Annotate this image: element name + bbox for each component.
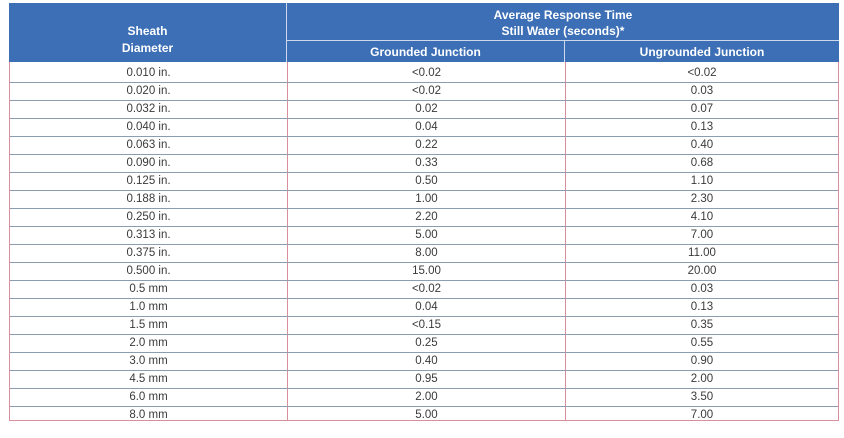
ungrounded-time-cell: 0.07 [690, 103, 714, 115]
table-row: 4.5 mm 0.95 2.00 [10, 371, 838, 389]
table-header: Sheath Diameter Average Response Time St… [9, 3, 839, 62]
grounded-time-cell: 0.50 [415, 175, 438, 187]
ungrounded-time-cell: <0.02 [687, 67, 717, 79]
avg-header-line1: Average Response Time [493, 8, 633, 22]
sheath-diameter-cell: 0.313 in. [126, 229, 171, 241]
table-row: 6.0 mm 2.00 3.50 [10, 389, 838, 407]
table-row: 0.5 mm <0.02 0.03 [10, 281, 838, 299]
grounded-time-cell: 0.33 [415, 157, 438, 169]
sheath-diameter-cell: 0.040 in. [126, 121, 171, 133]
sheath-diameter-cell: 1.0 mm [129, 301, 168, 313]
table-row: 0.090 in. 0.33 0.68 [10, 155, 838, 173]
grounded-time-cell: 5.00 [415, 229, 438, 241]
ungrounded-time-cell: 2.00 [690, 373, 714, 385]
grounded-time-cell: 0.25 [415, 337, 438, 349]
sheath-diameter-cell: 0.188 in. [126, 193, 171, 205]
table-row: 0.313 in. 5.00 7.00 [10, 227, 838, 245]
ungrounded-junction-header: Ungrounded Junction [639, 45, 765, 59]
grounded-time-cell: 0.02 [415, 103, 438, 115]
table-row: 0.010 in. <0.02 <0.02 [10, 65, 838, 83]
table-row: 2.0 mm 0.25 0.55 [10, 335, 838, 353]
grounded-time-cell: 0.04 [415, 301, 438, 313]
table-row: 3.0 mm 0.40 0.90 [10, 353, 838, 371]
table-row: 0.500 in. 15.00 20.00 [10, 263, 838, 281]
table-body: 0.010 in. <0.02 <0.02 0.020 in. <0.02 0.03 0.0… [9, 62, 839, 421]
grounded-time-cell: <0.02 [411, 283, 442, 295]
sheath-diameter-header: Sheath Diameter [9, 3, 286, 62]
table-row: 0.188 in. 1.00 2.30 [10, 191, 838, 209]
grounded-time-cell: 1.00 [415, 193, 438, 205]
table-row: 8.0 mm 5.00 7.00 [10, 407, 838, 424]
table-row: 0.040 in. 0.04 0.13 [10, 119, 838, 137]
ungrounded-time-cell: 3.50 [690, 391, 714, 403]
sheath-diameter-cell: 0.375 in. [126, 247, 171, 259]
ungrounded-time-cell: 0.03 [690, 85, 714, 97]
sheath-diameter-cell: 0.5 mm [129, 283, 168, 295]
grounded-junction-header: Grounded Junction [370, 45, 481, 59]
table-row: 0.020 in. <0.02 0.03 [10, 83, 838, 101]
sheath-diameter-cell: 1.5 mm [129, 319, 168, 331]
sheath-diameter-cell: 0.020 in. [126, 85, 171, 97]
header-subdivider [287, 40, 839, 41]
ungrounded-time-cell: 0.13 [690, 121, 714, 133]
table-rows: 0.010 in. <0.02 <0.02 0.020 in. <0.02 0.03 0.0… [10, 65, 838, 424]
grounded-time-cell: 8.00 [415, 247, 438, 259]
sheath-diameter-cell: 0.063 in. [126, 139, 171, 151]
table-row: 0.375 in. 8.00 11.00 [10, 245, 838, 263]
ungrounded-time-cell: 0.90 [690, 355, 714, 367]
ungrounded-time-cell: 7.00 [690, 229, 714, 241]
grounded-time-cell: <0.02 [411, 85, 442, 97]
sheath-diameter-cell: 6.0 mm [129, 391, 168, 403]
avg-header-line2: Still Water (seconds)* [501, 24, 625, 38]
column-divider [287, 62, 288, 420]
ungrounded-time-cell: 0.35 [690, 319, 714, 331]
ungrounded-time-cell: 7.00 [690, 409, 714, 421]
sheath-diameter-cell: 2.0 mm [129, 337, 168, 349]
ungrounded-time-cell: 0.13 [690, 301, 714, 313]
grounded-time-cell: 15.00 [412, 265, 441, 277]
ungrounded-time-cell: 2.30 [690, 193, 714, 205]
grounded-time-cell: 0.04 [415, 121, 438, 133]
ungrounded-time-cell: 0.68 [690, 157, 714, 169]
sheath-diameter-cell: 0.125 in. [126, 175, 171, 187]
ungrounded-time-cell: 1.10 [690, 175, 714, 187]
grounded-time-cell: 0.40 [415, 355, 438, 367]
sheath-diameter-cell: 0.032 in. [126, 103, 171, 115]
ungrounded-time-cell: 4.10 [690, 211, 714, 223]
sheath-header-line1: Sheath [127, 24, 168, 38]
sheath-diameter-cell: 0.500 in. [126, 265, 171, 277]
sheath-diameter-cell: 0.010 in. [126, 67, 171, 79]
header-divider [286, 3, 287, 62]
sheath-diameter-cell: 8.0 mm [129, 409, 168, 421]
ungrounded-time-cell: 0.40 [690, 139, 714, 151]
grounded-time-cell: 0.95 [415, 373, 438, 385]
header-subcolumn-divider [564, 41, 565, 62]
table-row: 1.5 mm <0.15 0.35 [10, 317, 838, 335]
sheath-diameter-cell: 0.090 in. [126, 157, 171, 169]
grounded-time-cell: <0.02 [411, 67, 442, 79]
grounded-time-cell: 2.20 [415, 211, 438, 223]
response-time-table: Sheath Diameter Average Response Time St… [9, 3, 839, 421]
ungrounded-time-cell: 0.03 [690, 283, 714, 295]
column-divider [565, 62, 566, 420]
grounded-time-cell: 2.00 [415, 391, 438, 403]
table-row: 0.125 in. 0.50 1.10 [10, 173, 838, 191]
sheath-diameter-cell: 3.0 mm [129, 355, 168, 367]
sheath-diameter-cell: 4.5 mm [129, 373, 168, 385]
grounded-time-cell: 0.22 [415, 139, 438, 151]
table-row: 0.250 in. 2.20 4.10 [10, 209, 838, 227]
ungrounded-time-cell: 20.00 [687, 265, 717, 277]
table-row: 0.063 in. 0.22 0.40 [10, 137, 838, 155]
grounded-time-cell: 5.00 [415, 409, 438, 421]
sheath-header-line2: Diameter [121, 41, 174, 55]
table-row: 1.0 mm 0.04 0.13 [10, 299, 838, 317]
average-response-header: Average Response Time Still Water (secon… [287, 3, 839, 39]
ungrounded-time-cell: 11.00 [688, 247, 716, 259]
table-row: 0.032 in. 0.02 0.07 [10, 101, 838, 119]
grounded-time-cell: <0.15 [411, 319, 442, 331]
sheath-diameter-cell: 0.250 in. [126, 211, 171, 223]
ungrounded-time-cell: 0.55 [690, 337, 714, 349]
